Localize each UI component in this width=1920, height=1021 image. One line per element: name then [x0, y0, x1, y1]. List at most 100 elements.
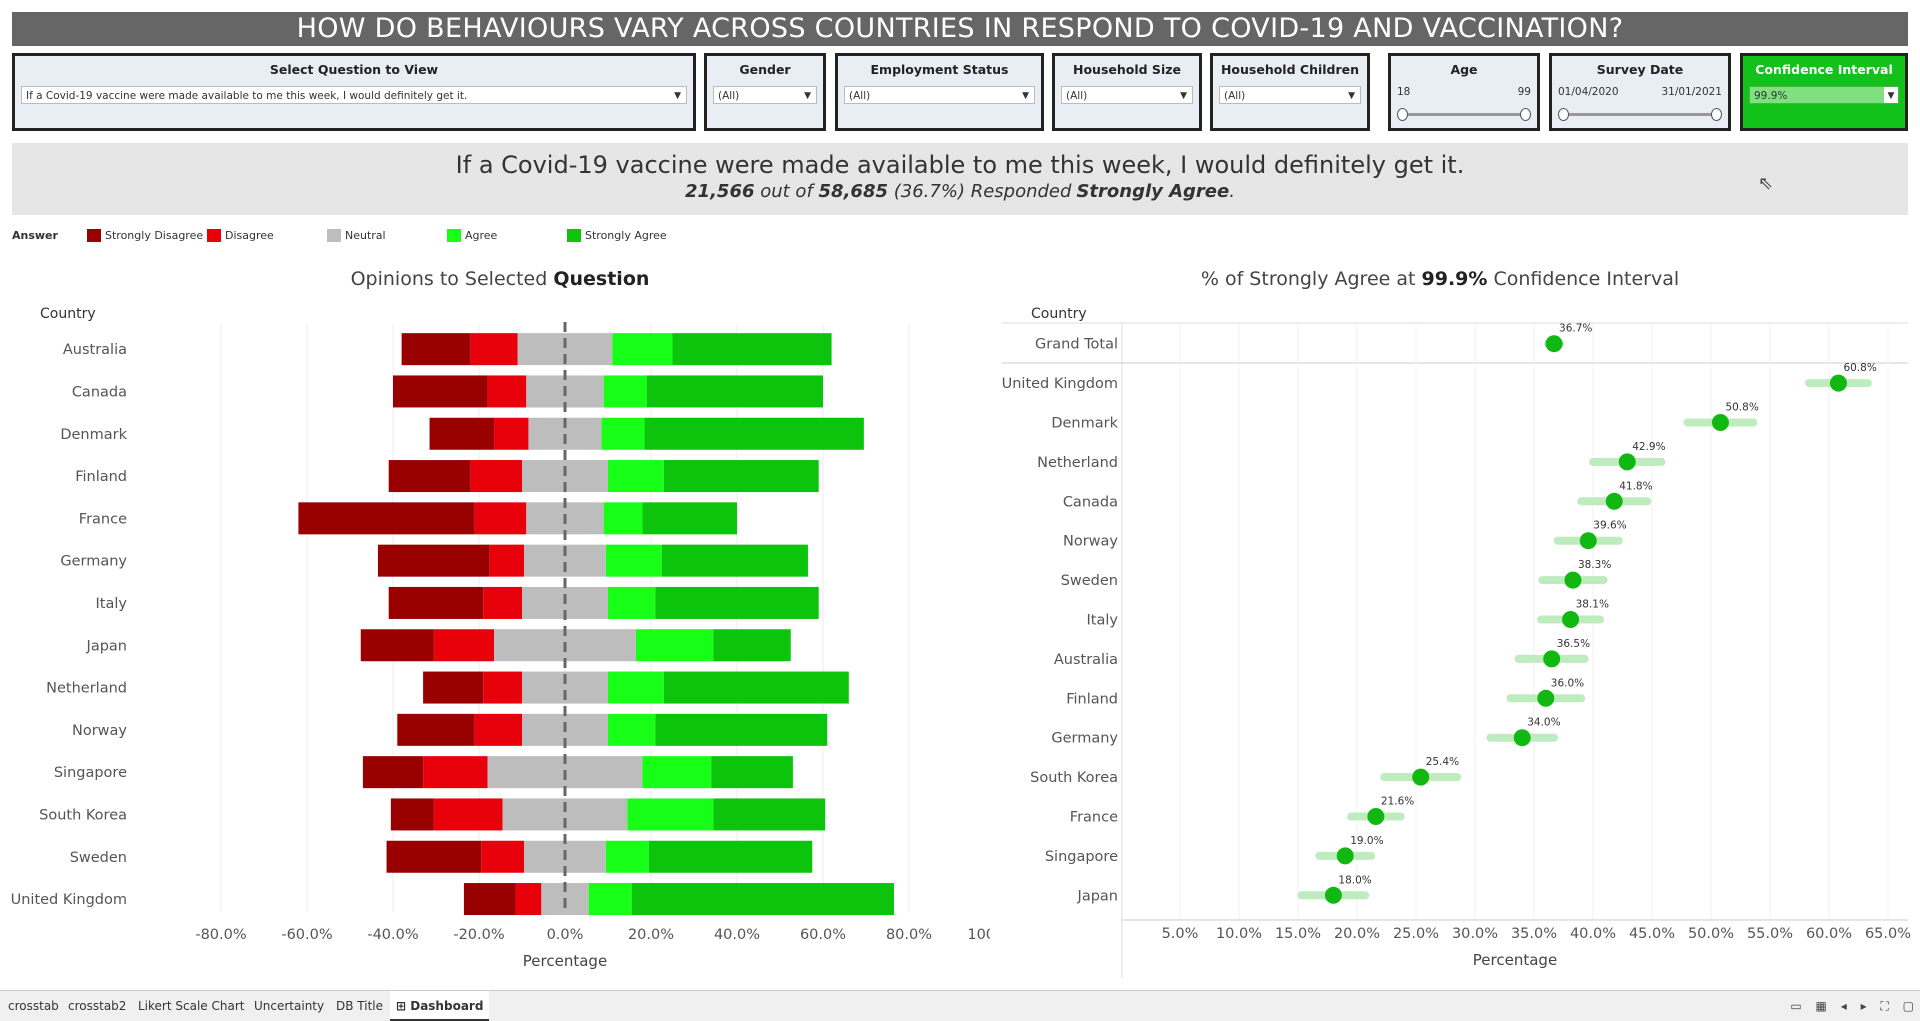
- country-label: Denmark: [1051, 416, 1118, 432]
- presentation-icon[interactable]: ▢: [1902, 999, 1914, 1013]
- likert-bar-segment: [298, 502, 475, 535]
- fullscreen-icon[interactable]: ⛶: [1880, 999, 1889, 1013]
- row-header: Country: [40, 306, 96, 322]
- question-summary: If a Covid-19 vaccine were made availabl…: [12, 143, 1908, 215]
- question-select[interactable]: If a Covid-19 vaccine were made availabl…: [21, 86, 687, 104]
- data-label: 21.6%: [1381, 796, 1414, 808]
- data-label: 36.5%: [1557, 638, 1590, 650]
- sheet-sorter-icon[interactable]: ▭: [1790, 999, 1802, 1013]
- legend-item[interactable]: Strongly Agree: [567, 229, 667, 242]
- country-label: Italy: [96, 596, 128, 612]
- legend-label: Strongly Disagree: [105, 229, 204, 242]
- likert-bar-segment: [648, 840, 813, 873]
- sheet-tab-bar: crosstab crosstab2 Likert Scale Chart Un…: [0, 990, 1920, 1021]
- gender-filter-title: Gender: [739, 62, 791, 77]
- country-label: Japan: [86, 638, 127, 654]
- legend-item[interactable]: Strongly Disagree: [87, 229, 203, 242]
- likert-bar-segment: [608, 713, 656, 746]
- age-slider-min-handle[interactable]: [1397, 108, 1408, 121]
- right-chart-title-bold: 99.9%: [1421, 268, 1488, 290]
- response-answer: Strongly Agree: [1076, 181, 1230, 202]
- household-children-select[interactable]: (All) ▼: [1219, 86, 1361, 104]
- legend-item[interactable]: Disagree: [207, 229, 274, 242]
- survey-date-min: 01/04/2020: [1558, 86, 1619, 98]
- confidence-interval-select-value: 99.9%: [1754, 90, 1788, 102]
- response-total: 58,685: [818, 181, 888, 202]
- country-label: United Kingdom: [1002, 376, 1118, 392]
- data-label: 36.0%: [1551, 677, 1584, 689]
- tab-db-title[interactable]: DB Title: [336, 999, 384, 1013]
- likert-bar-segment: [713, 798, 826, 831]
- likert-bar-segment: [481, 840, 525, 873]
- age-filter: Age 18 99: [1388, 53, 1540, 131]
- x-tick-label: 35.0%: [1511, 926, 1557, 942]
- household-size-select[interactable]: (All) ▼: [1061, 86, 1193, 104]
- data-label: 39.6%: [1593, 520, 1626, 532]
- employment-select[interactable]: (All) ▼: [844, 86, 1035, 104]
- country-label: Germany: [1051, 731, 1118, 747]
- likert-bar-segment: [386, 840, 482, 873]
- age-max: 99: [1517, 86, 1531, 98]
- likert-bar-segment: [463, 883, 516, 916]
- data-label: 18.0%: [1338, 874, 1371, 886]
- tab-crosstab[interactable]: crosstab: [8, 999, 59, 1013]
- country-label: Netherland: [46, 681, 127, 697]
- data-point: [1829, 374, 1847, 392]
- tab-dashboard[interactable]: ⊞ Dashboard: [390, 991, 490, 1021]
- data-label: 36.7%: [1559, 323, 1592, 335]
- data-point: [1545, 335, 1563, 353]
- legend-swatch: [447, 229, 461, 242]
- data-point: [1605, 492, 1623, 510]
- x-tick-label: 60.0%: [1806, 926, 1852, 942]
- country-label: Sweden: [70, 850, 127, 866]
- data-point: [1618, 453, 1636, 471]
- x-tick-label: -20.0%: [453, 927, 504, 943]
- out-of-text: out of: [760, 181, 813, 202]
- x-tick-label: 60.0%: [800, 927, 846, 943]
- likert-bar-segment: [603, 502, 643, 535]
- scroll-right-icon[interactable]: ▸: [1860, 999, 1867, 1013]
- scroll-left-icon[interactable]: ◂: [1840, 999, 1847, 1013]
- gender-select[interactable]: (All) ▼: [713, 86, 817, 104]
- x-tick-label: 80.0%: [886, 927, 932, 943]
- confidence-interval-filter-title: Confidence Interval: [1755, 62, 1893, 77]
- country-label: Norway: [72, 723, 127, 739]
- country-label: South Korea: [1030, 770, 1118, 786]
- country-label: Finland: [75, 469, 127, 485]
- legend-item[interactable]: Agree: [447, 229, 497, 242]
- country-label: Singapore: [54, 765, 127, 781]
- tab-crosstab2[interactable]: crosstab2: [68, 999, 127, 1013]
- chevron-down-icon: ▼: [1884, 87, 1898, 103]
- data-label: 60.8%: [1843, 362, 1876, 374]
- legend-item[interactable]: Neutral: [327, 229, 386, 242]
- confidence-interval-select[interactable]: 99.9% ▼: [1749, 86, 1899, 104]
- likert-bar-segment: [474, 713, 522, 746]
- x-axis-label: Percentage: [523, 952, 607, 970]
- survey-date-slider-min-handle[interactable]: [1558, 108, 1569, 121]
- data-point: [1336, 847, 1354, 865]
- legend-label: Disagree: [225, 229, 274, 242]
- tab-likert-scale-chart[interactable]: Likert Scale Chart: [138, 999, 245, 1013]
- left-chart-title-bold: Question: [553, 268, 650, 290]
- response-count: 21,566: [685, 181, 755, 202]
- data-point: [1367, 808, 1385, 825]
- likert-bar-segment: [663, 460, 819, 493]
- age-slider-max-handle[interactable]: [1520, 108, 1531, 121]
- data-label: 34.0%: [1527, 717, 1560, 729]
- survey-date-slider-track[interactable]: [1561, 113, 1719, 116]
- tab-uncertainty[interactable]: Uncertainty: [254, 999, 325, 1013]
- confidence-interval-filter: Confidence Interval 99.9% ▼: [1740, 53, 1908, 131]
- likert-bar-segment: [663, 671, 849, 704]
- data-point: [1564, 571, 1582, 589]
- responded-text: Responded: [970, 181, 1072, 202]
- age-slider-track[interactable]: [1400, 113, 1528, 116]
- right-chart-title-prefix: % of Strongly Agree at: [1200, 268, 1416, 290]
- country-label: South Korea: [39, 807, 127, 823]
- likert-bar-segment: [470, 333, 518, 366]
- filmstrip-icon[interactable]: ▦: [1815, 999, 1827, 1013]
- likert-bar-segment: [608, 460, 664, 493]
- survey-date-slider-max-handle[interactable]: [1711, 108, 1722, 121]
- left-chart-title-prefix: Opinions to Selected: [350, 268, 548, 290]
- data-label: 38.3%: [1578, 559, 1611, 571]
- x-tick-label: 40.0%: [714, 927, 760, 943]
